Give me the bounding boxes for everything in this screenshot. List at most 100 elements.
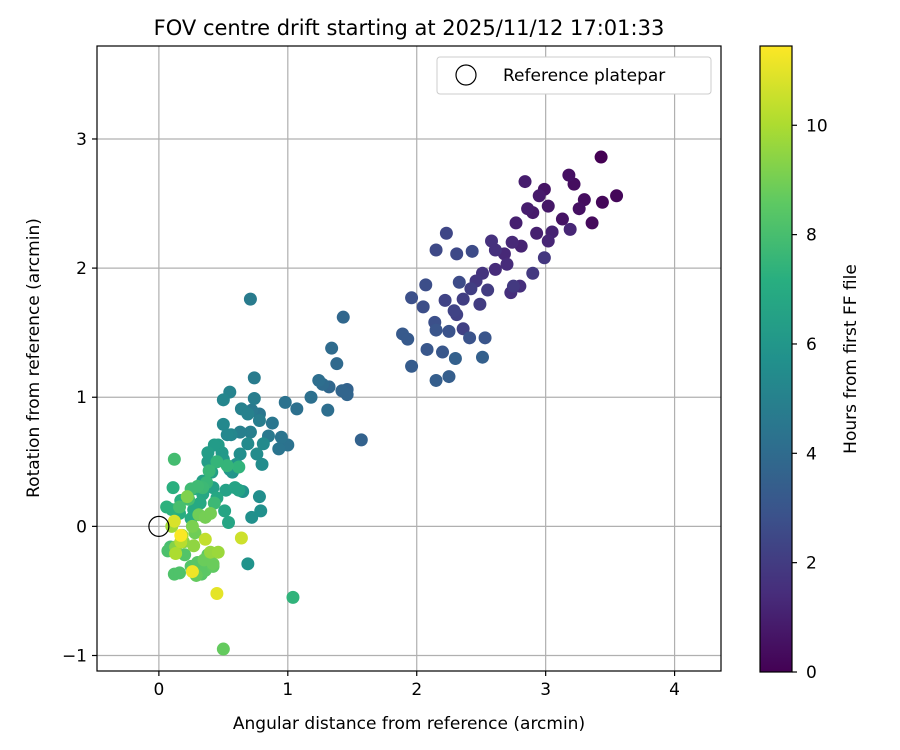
data-point — [278, 395, 292, 409]
data-point — [173, 566, 187, 580]
data-point — [442, 324, 456, 338]
data-point — [448, 352, 462, 365]
data-point — [187, 539, 201, 553]
data-point — [207, 496, 221, 510]
data-point — [429, 323, 443, 337]
plot-frame — [96, 45, 722, 672]
data-point — [481, 283, 495, 297]
data-point — [216, 642, 230, 656]
data-point — [216, 417, 230, 431]
data-point — [463, 331, 477, 345]
colorbar-gradient — [759, 45, 793, 673]
chart-title: FOV centre drift starting at 2025/11/12 … — [154, 16, 665, 40]
data-point — [185, 519, 199, 533]
y-tick-label: 1 — [76, 388, 87, 408]
data-point — [405, 359, 419, 373]
y-tick-label: 3 — [76, 130, 87, 150]
data-point — [255, 457, 269, 471]
data-point — [505, 235, 519, 249]
data-point — [256, 437, 270, 451]
scatter-points — [160, 150, 624, 656]
data-point — [450, 247, 464, 261]
data-point — [274, 430, 288, 444]
legend-box — [436, 56, 712, 95]
data-point — [241, 437, 255, 451]
data-point — [456, 292, 470, 306]
data-point — [465, 244, 479, 258]
data-point — [290, 402, 304, 416]
colorbar-ticks: 0 2 4 6 8 10 — [792, 116, 828, 683]
data-point — [532, 189, 546, 203]
data-point — [429, 243, 443, 257]
data-point — [416, 300, 430, 314]
data-point — [166, 481, 180, 495]
data-point — [211, 545, 225, 559]
colorbar: 0 2 4 6 8 10 Hours from first FF file — [759, 45, 861, 683]
data-point — [232, 483, 246, 497]
data-point — [595, 195, 609, 209]
colorbar-tick-label: 6 — [806, 335, 817, 355]
data-point — [321, 403, 335, 417]
data-point — [439, 226, 453, 240]
data-point — [478, 331, 492, 345]
data-point — [210, 455, 224, 469]
data-point — [304, 390, 318, 404]
data-point — [420, 342, 434, 356]
data-point — [272, 442, 286, 456]
data-point — [572, 202, 586, 216]
data-point — [252, 413, 266, 427]
data-point — [585, 216, 599, 230]
colorbar-label: Hours from first FF file — [841, 264, 861, 454]
colorbar-tick-label: 0 — [806, 663, 817, 683]
data-point — [530, 226, 544, 240]
grid — [97, 46, 721, 671]
reference-marker — [148, 515, 170, 537]
colorbar-tick-label: 8 — [806, 226, 817, 246]
colorbar-tick-label: 2 — [806, 554, 817, 574]
data-point — [241, 557, 255, 571]
data-point — [167, 514, 181, 528]
data-point — [521, 202, 535, 216]
data-point — [500, 257, 514, 271]
data-point — [250, 447, 264, 461]
data-point — [206, 557, 220, 571]
data-point — [220, 459, 234, 473]
data-point — [335, 384, 349, 398]
data-point — [475, 350, 489, 364]
data-point — [452, 275, 466, 289]
data-point — [233, 447, 247, 461]
data-point — [555, 212, 569, 226]
data-point — [312, 373, 326, 387]
data-point — [354, 433, 368, 447]
data-point — [243, 425, 257, 439]
data-point — [509, 216, 523, 230]
data-point — [245, 510, 259, 524]
data-point — [473, 297, 487, 311]
reference-point — [148, 515, 170, 537]
data-point — [286, 590, 300, 604]
data-point — [330, 357, 344, 371]
data-point — [241, 407, 255, 421]
data-point — [222, 515, 236, 529]
data-point — [252, 490, 266, 504]
data-point — [247, 371, 261, 385]
data-point — [185, 565, 199, 579]
data-point — [485, 234, 499, 248]
x-tick-label: 3 — [540, 680, 551, 700]
x-tick-label: 1 — [282, 680, 293, 700]
data-point — [169, 546, 183, 560]
data-point — [218, 504, 232, 518]
data-point — [198, 532, 212, 546]
data-point — [541, 199, 555, 213]
legend-entry: Reference platepar — [503, 66, 665, 86]
data-point — [234, 531, 248, 545]
data-point — [173, 500, 187, 514]
data-point — [447, 304, 461, 318]
data-point — [438, 293, 452, 307]
data-point — [201, 446, 215, 460]
y-tick-label: 0 — [76, 517, 87, 537]
data-point — [216, 393, 230, 407]
data-point — [247, 392, 261, 406]
y-tick-label: 2 — [76, 259, 87, 279]
data-point — [456, 322, 470, 336]
